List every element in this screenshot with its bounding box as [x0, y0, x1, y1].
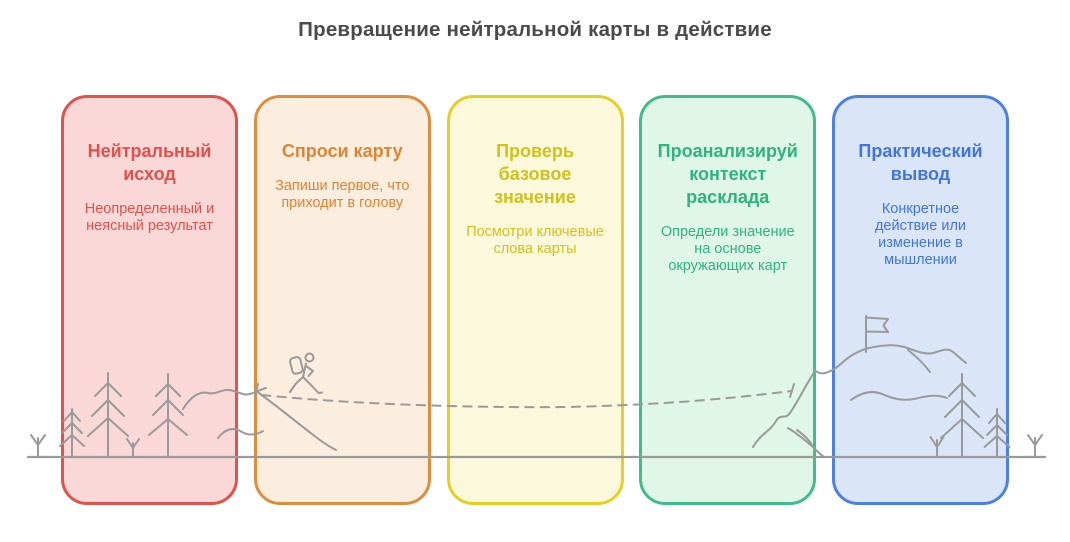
steps-row: Нейтральный исход Неопределенный и неясн…	[61, 95, 1009, 505]
card-check-base-meaning: Проверь базовое значение Посмотри ключев…	[446, 95, 624, 505]
card-analyze-context: Проанализируй контекст расклада Определи…	[639, 95, 817, 505]
card-body: Определи значение на основе окружающих к…	[660, 224, 795, 274]
card-title: Проверь базовое значение	[494, 141, 576, 207]
card-title: Практический вывод	[858, 141, 983, 184]
card-practical-conclusion: Практический вывод Конкретное действие и…	[832, 95, 1009, 505]
card-body: Конкретное действие или изменение в мышл…	[874, 201, 967, 268]
card-body: Неопределенный и неясный результат	[84, 201, 215, 234]
card-title: Нейтральный исход	[87, 141, 212, 184]
card-title: Спроси карту	[281, 141, 403, 161]
card-body: Посмотри ключевые слова карты	[466, 224, 604, 257]
diagram-title: Превращение нейтральной карты в действие	[298, 18, 772, 41]
card-body: Запиши первое, что приходит в голову	[275, 178, 410, 211]
card-title: Проанализируй контекст расклада	[657, 141, 798, 207]
card-neutral-outcome: Нейтральный исход Неопределенный и неясн…	[61, 95, 238, 505]
card-ask-card: Спроси карту Запиши первое, что приходит…	[253, 95, 431, 505]
